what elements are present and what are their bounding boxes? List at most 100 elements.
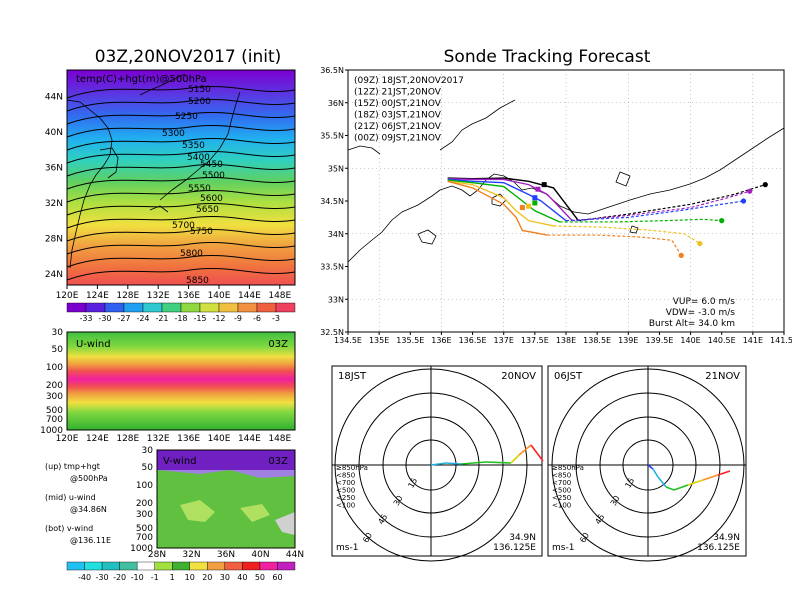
height-contour-line	[66, 202, 296, 216]
wind-colorbar: -40 -30 -20 -10 -1 1 10 20 30 40 50 60	[66, 561, 296, 582]
temp-colorbar-label: -33	[79, 314, 92, 323]
track-x-tick-label: 137E	[494, 336, 514, 345]
right-title: Sonde Tracking Forecast	[444, 47, 651, 67]
map-y-tick-label: 32N	[45, 199, 63, 209]
hodograph-unit: ms-1	[552, 543, 574, 553]
map-y-tick-label: 40N	[45, 128, 63, 138]
legend-mid-2: @34.86N	[70, 505, 107, 514]
wind-colorbar-label: 40	[237, 573, 247, 582]
wind-colorbar-swatch	[207, 561, 226, 571]
contour-label: 5600	[200, 194, 223, 204]
burst-point	[526, 203, 532, 209]
vwind-y-tick-label: 500	[136, 524, 153, 534]
legend-up-1: (up) tmp+hgt	[45, 462, 100, 471]
uwind-x-tick-label: 140E	[208, 434, 231, 444]
track-y-tick-label: 36.5N	[320, 66, 344, 75]
contour-label: 5500	[202, 171, 225, 181]
track-y-tick-label: 34.5N	[320, 197, 344, 206]
track-x-tick-label: 138.5E	[583, 336, 611, 345]
hodograph-trace	[445, 462, 462, 465]
ring-label: 60	[578, 531, 591, 544]
hodo-legend-entry: <500	[336, 487, 355, 495]
burst-point	[541, 182, 547, 188]
height-contour-line	[66, 241, 296, 255]
height-contour-line	[66, 98, 296, 112]
map-y-tick-label: 36N	[45, 164, 63, 174]
temp-colorbar-label: -3	[272, 314, 280, 323]
uwind-x-tick-label: 124E	[86, 434, 109, 444]
hodo-legend-entry: <250	[552, 494, 571, 502]
hodograph-trace	[530, 444, 544, 462]
hodograph-trace	[647, 464, 654, 470]
wind-colorbar-label: 10	[185, 573, 195, 582]
wind-colorbar-swatch	[154, 561, 173, 571]
ring-label: 60	[361, 531, 374, 544]
vwind-y-tick-label: 200	[136, 499, 153, 509]
temp-colorbar-label: -21	[155, 314, 168, 323]
track-x-tick-label: 139E	[618, 336, 638, 345]
height-contour-line	[66, 189, 296, 203]
uwind-y-tick-label: 500	[46, 406, 63, 416]
hodograph-trace	[702, 474, 719, 481]
temp-colorbar-swatch	[104, 302, 125, 313]
map-x-tick-label: 136E	[177, 291, 200, 301]
param-vdw: VDW= -3.0 m/s	[666, 308, 736, 318]
track-line-ascent	[447, 178, 573, 222]
contour-label: 5350	[182, 141, 205, 151]
temperature-field	[67, 70, 295, 285]
track-x-tick-label: 136.5E	[459, 336, 487, 345]
legend-mid-1: (mid) u-wind	[45, 493, 96, 502]
map-x-tick-label: 120E	[56, 291, 79, 301]
temperature-map-panel: temp(C)+hgt(m)@500hPa 120E 124E 128E 132E 13…	[45, 69, 296, 301]
hodo-legend-entry: <500	[552, 487, 571, 495]
temp-colorbar-swatch	[161, 302, 182, 313]
map-x-tick-label: 148E	[268, 291, 291, 301]
hodograph-lon: 136.125E	[697, 543, 740, 553]
temp-colorbar-swatch	[237, 302, 258, 313]
hodograph-trace	[485, 461, 512, 464]
vwind-y-tick-label: 700	[136, 533, 153, 543]
height-contour-line	[66, 124, 296, 138]
track-line-descent	[572, 190, 750, 222]
contour-label: 5750	[190, 227, 213, 237]
hodo-legend-entry: <700	[552, 479, 571, 487]
temp-colorbar-swatch	[180, 302, 201, 313]
contour-label: 5300	[162, 129, 185, 139]
track-x-tick-label: 136E	[431, 336, 451, 345]
landing-point	[740, 198, 747, 204]
legend-bot-2: @136.11E	[70, 536, 111, 545]
map-x-tick-label: 128E	[116, 291, 139, 301]
hodograph-lon: 136.125E	[493, 543, 536, 553]
hodograph-trace	[510, 454, 520, 464]
height-contour-line	[66, 111, 296, 125]
track-legend-entry: (00Z) 09JST,21NOV	[354, 134, 442, 144]
temp-colorbar-swatch	[256, 302, 277, 313]
wind-colorbar-swatch	[172, 561, 190, 571]
landing-point	[719, 218, 725, 224]
wind-colorbar-swatch	[224, 561, 243, 571]
vwind-x-tick-label: 36N	[217, 550, 235, 560]
hodo-legend-entry: <250	[336, 494, 355, 502]
height-contour-line	[66, 176, 296, 190]
contour-label: 5700	[172, 221, 195, 231]
height-contour-line	[66, 150, 296, 164]
height-contour-line	[66, 137, 296, 151]
wind-colorbar-label: 60	[272, 573, 282, 582]
track-line-ascent	[447, 179, 561, 223]
wind-colorbar-label: -10	[131, 573, 144, 582]
vwind-y-tick-label: 1000	[130, 544, 153, 554]
track-panel: (09Z) 18JST,20NOV2017(12Z) 21JST,20NOV(1…	[320, 66, 792, 345]
wind-colorbar-label: -40	[78, 573, 91, 582]
map-y-tick-label: 28N	[45, 235, 63, 245]
track-legend-entry: (18Z) 03JST,21NOV	[354, 111, 442, 121]
uwind-field	[67, 332, 295, 430]
track-line-ascent	[447, 180, 554, 227]
hodo-legend-entry: ≥850hPa	[336, 464, 368, 472]
track-x-tick-label: 134.5E	[334, 336, 362, 345]
wind-colorbar-swatch	[119, 561, 138, 571]
vwind-x-tick-label: 44N	[286, 550, 304, 560]
